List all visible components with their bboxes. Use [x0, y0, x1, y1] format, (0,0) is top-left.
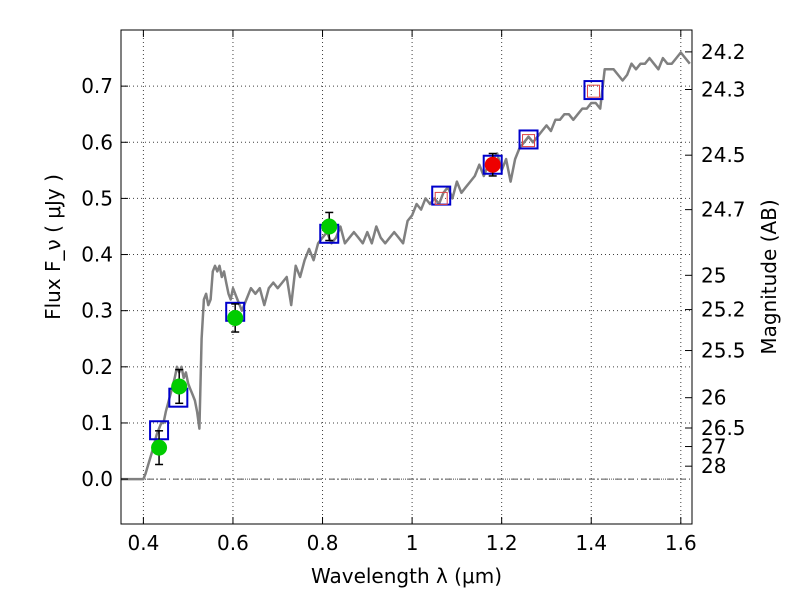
magnitude-tick-label: 25.5: [701, 339, 746, 363]
y-tick-label: 0.7: [81, 74, 113, 98]
x-tick-label: 0.4: [127, 531, 159, 555]
x-tick-label: 1: [406, 531, 419, 555]
x-tick-label: 1.4: [575, 531, 607, 555]
plot-frame: [120, 29, 693, 525]
magnitude-tick-label: 28: [701, 454, 726, 478]
y-tick-label: 0.0: [81, 467, 113, 491]
x-axis-title: Wavelength λ (μm): [311, 564, 502, 588]
model-square-point: [518, 129, 539, 150]
x-tick-label: 1.2: [486, 531, 518, 555]
upper-limit-square: [586, 84, 600, 98]
axis-layer: 0.4 0.6 0.8 1 1.2 1.4 1.6 0.0 0.1 0.2 0.3 0.4 0.5 0.6…: [81, 30, 746, 555]
magnitude-tick-label: 25.2: [701, 298, 746, 322]
magnitude-tick-label: 24.3: [701, 78, 746, 102]
magnitude-tick-label: 27: [701, 435, 726, 459]
x-tick-label: 0.6: [217, 531, 249, 555]
observed-flux-point: [151, 439, 168, 456]
grid-layer: [121, 30, 692, 524]
observed-flux-point: [171, 378, 188, 395]
model-square-point: [583, 80, 604, 101]
observed-flux-point: [227, 309, 244, 326]
y-tick-label: 0.1: [81, 411, 113, 435]
spectrum-line: [121, 51, 691, 481]
upper-limit-square: [434, 191, 448, 205]
magnitude-tick-label: 24.7: [701, 198, 746, 222]
y-tick-label: 0.5: [81, 186, 113, 210]
magnitude-tick-label: 24.2: [701, 40, 746, 64]
y-axis-title: Flux F_ν ( μJy ): [41, 174, 65, 320]
magnitude-tick-label: 26.5: [701, 416, 746, 440]
observed-flux-point: [321, 218, 338, 235]
observed-flux-point: [484, 156, 501, 173]
plot-layer: [121, 51, 691, 481]
x-tick-label: 0.8: [307, 531, 339, 555]
magnitude-tick-label: 25: [701, 263, 726, 287]
magnitude-tick-label: 26: [701, 386, 726, 410]
y-tick-label: 0.6: [81, 130, 113, 154]
y-tick-label: 0.2: [81, 355, 113, 379]
y-tick-label: 0.4: [81, 243, 113, 267]
y-tick-label: 0.3: [81, 299, 113, 323]
right-axis-title: Magnitude (AB): [757, 199, 781, 354]
magnitude-tick-label: 24.5: [701, 143, 746, 167]
upper-limit-square: [522, 134, 536, 148]
x-tick-label: 1.6: [665, 531, 697, 555]
